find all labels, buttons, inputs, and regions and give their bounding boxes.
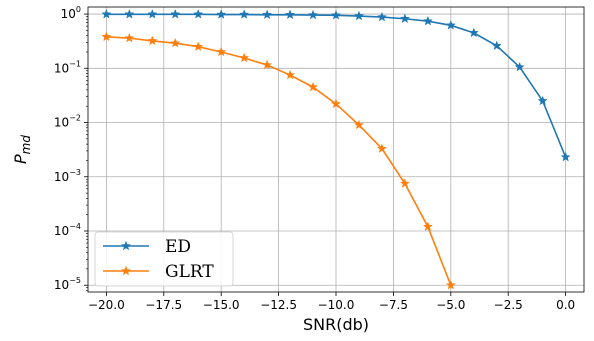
data-point xyxy=(193,41,204,52)
data-point xyxy=(422,15,433,26)
data-point xyxy=(262,9,273,20)
data-point xyxy=(330,98,342,109)
data-point xyxy=(399,178,410,188)
y-tick-label: 10−2 xyxy=(54,114,81,130)
data-point xyxy=(124,8,135,19)
data-point xyxy=(216,9,227,19)
data-point xyxy=(353,10,365,21)
data-point xyxy=(491,40,502,51)
x-tick-label: −7.5 xyxy=(379,298,408,312)
data-point xyxy=(147,35,158,46)
y-tick-base: 10 xyxy=(54,61,69,75)
y-tick-exponent: −5 xyxy=(69,276,81,285)
data-point xyxy=(239,9,250,19)
data-point xyxy=(170,37,181,48)
data-point xyxy=(170,8,181,19)
y-tick-base: 10 xyxy=(54,278,69,292)
data-point xyxy=(445,279,456,290)
data-point xyxy=(216,46,227,57)
x-tick-label: −5.0 xyxy=(436,298,465,312)
grid xyxy=(88,7,584,292)
y-tick-exponent: −4 xyxy=(69,222,81,231)
data-point xyxy=(239,52,250,63)
y-tick-base: 10 xyxy=(54,116,69,130)
data-point xyxy=(307,81,319,92)
x-tick-label: −2.5 xyxy=(494,298,523,312)
y-axis-label-main: P xyxy=(11,154,30,164)
x-tick-label: −12.5 xyxy=(260,298,297,312)
y-tick-label: 10−5 xyxy=(54,276,81,292)
data-point xyxy=(422,221,433,231)
data-point xyxy=(147,8,158,19)
data-point xyxy=(101,8,112,19)
data-point xyxy=(514,61,525,72)
legend: ED GLRT xyxy=(94,231,234,287)
x-tick-label: −15.0 xyxy=(203,298,240,312)
series-layer xyxy=(101,8,571,290)
y-axis-label: Pmd xyxy=(11,135,33,164)
data-point xyxy=(399,13,410,24)
y-tick-base: 10 xyxy=(54,224,69,238)
y-tick-exponent: −3 xyxy=(69,168,81,177)
data-point xyxy=(330,9,342,20)
series-glrt xyxy=(101,31,456,290)
data-point xyxy=(285,69,296,80)
x-tick-label: −17.5 xyxy=(145,298,182,312)
y-axis-label-subscript: md xyxy=(19,135,33,155)
data-point xyxy=(285,9,296,20)
legend-marker xyxy=(120,240,132,251)
axes: −20.0 −17.5 −15.0 −12.5 −10.0 −7.5 −5.0 −2.5 0.0… xyxy=(54,5,575,312)
x-tick-label: 0.0 xyxy=(556,298,575,312)
series-line xyxy=(106,36,452,286)
data-point xyxy=(376,143,387,153)
data-point xyxy=(101,31,112,42)
data-point xyxy=(353,119,365,130)
data-point xyxy=(307,9,319,20)
y-tick-label: 100 xyxy=(61,5,81,21)
y-tick-base: 10 xyxy=(54,170,69,184)
x-tick-label: −10.0 xyxy=(318,298,355,312)
y-tick-base: 10 xyxy=(61,7,76,21)
y-tick-label: 10−3 xyxy=(54,168,81,184)
y-tick-exponent: 0 xyxy=(76,5,81,14)
data-point xyxy=(468,27,479,38)
y-tick-exponent: −1 xyxy=(69,59,81,68)
data-point xyxy=(124,32,135,43)
data-point xyxy=(376,11,387,22)
x-tick-label: −20.0 xyxy=(88,298,125,312)
x-axis-label: SNR(db) xyxy=(303,315,369,334)
data-point xyxy=(445,20,456,30)
legend-label: GLRT xyxy=(165,262,214,282)
data-point xyxy=(193,8,204,19)
data-point xyxy=(537,95,548,106)
data-point xyxy=(262,59,273,70)
y-tick-label: 10−4 xyxy=(54,222,81,238)
data-point xyxy=(560,151,571,162)
legend-marker xyxy=(120,265,132,276)
y-tick-exponent: −2 xyxy=(69,114,81,123)
y-tick-label: 10−1 xyxy=(54,59,81,75)
series-ed xyxy=(101,8,571,162)
legend-label: ED xyxy=(165,237,191,257)
